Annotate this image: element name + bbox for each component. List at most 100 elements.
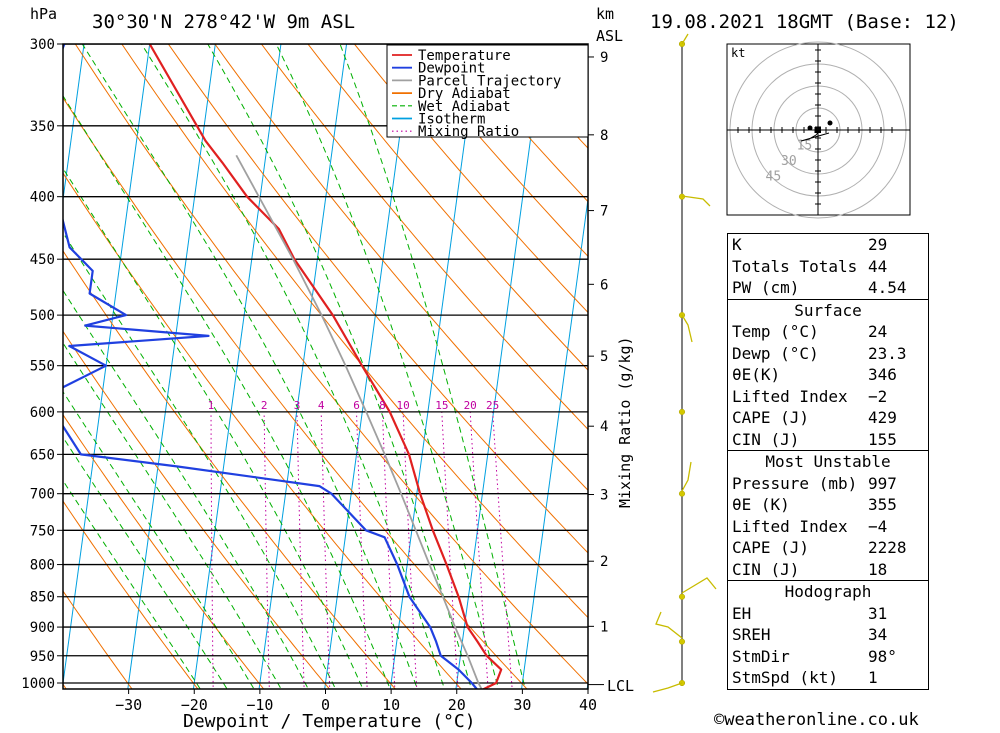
pressure-tick-label: 550 xyxy=(30,359,55,375)
wind-barb xyxy=(655,611,683,639)
pressure-axis: 300 350 400 450 500 550 600 650 700 750 800 850 900 9… xyxy=(21,37,63,692)
wind-profile xyxy=(652,33,717,693)
surface-index-value: 23.3 xyxy=(868,343,907,363)
wet-adiabat-line xyxy=(81,44,418,689)
hodograph-index-label: SREH xyxy=(732,625,771,644)
pressure-tick-label: 650 xyxy=(30,447,55,463)
surface-index-label: CAPE (J) xyxy=(732,408,810,427)
wet-adiabat-line xyxy=(63,289,309,689)
km-label: km xyxy=(596,5,614,23)
general-index-row: K 29 xyxy=(728,234,928,256)
km-tick-label: 2 xyxy=(600,554,608,570)
km-tick-label: 1 xyxy=(600,619,608,635)
wind-barb-station xyxy=(678,408,686,415)
dry-adiabat-line xyxy=(260,44,588,431)
hodograph-ring-label: 15 xyxy=(797,139,813,154)
wind-barb xyxy=(681,195,711,207)
surface-title: Surface xyxy=(794,300,862,320)
wet-adiabat-line xyxy=(63,342,282,689)
pressure-tick-label: 300 xyxy=(30,37,55,53)
km-tick-label: 7 xyxy=(600,204,608,220)
profile-temperature xyxy=(148,44,503,689)
hodograph-index-label: StmSpd (kt) xyxy=(732,668,838,687)
general-index-label: Totals Totals xyxy=(732,256,858,276)
hodograph-trace xyxy=(800,129,830,142)
most-unstable-index-value: 997 xyxy=(868,473,897,493)
km-tick-label: 9 xyxy=(600,50,608,66)
surface-index-row: CIN (J) 155 xyxy=(728,429,928,451)
surface-index-row: Lifted Index −2 xyxy=(728,386,928,408)
surface-index-label: Dewp (°C) xyxy=(732,343,819,363)
wind-barb-station xyxy=(678,638,686,645)
wet-adiabat-line xyxy=(207,44,473,689)
general-indices: K 29 Totals Totals 44 PW (cm) 4.54 xyxy=(728,234,928,299)
legend-label: Dry Adiabat xyxy=(418,86,511,102)
temperature-tick-label: −10 xyxy=(246,696,273,714)
dry-adiabat-line xyxy=(400,44,588,258)
mixing-ratio-tick-label: 4 xyxy=(318,399,325,412)
pressure-tick-label: 800 xyxy=(30,558,55,574)
dry-adiabat-line xyxy=(63,96,528,689)
dry-adiabat-line xyxy=(63,330,331,689)
hodograph-ring-label: 30 xyxy=(781,154,797,169)
hodograph-index-value: 98° xyxy=(868,646,897,666)
surface-index-row: θE(K) 346 xyxy=(728,364,928,386)
temperature-tick-label: −30 xyxy=(115,696,142,714)
general-index-value: 4.54 xyxy=(868,278,907,297)
mixing-ratio-line xyxy=(210,411,214,689)
most-unstable-index-label: Lifted Index xyxy=(732,516,848,536)
indices-table: K 29 Totals Totals 44 PW (cm) 4.54 Surface Te… xyxy=(727,233,929,690)
wind-barb xyxy=(681,33,689,45)
mixing-ratio-tick-label: 10 xyxy=(396,399,409,412)
storm-motion-marker xyxy=(815,127,821,133)
legend-label: Parcel Trajectory xyxy=(418,73,561,89)
dry-adiabat-line xyxy=(63,590,133,689)
dry-adiabat-line xyxy=(63,413,265,689)
most-unstable-index-row: CAPE (J) 2228 xyxy=(728,537,928,559)
dry-adiabat-line xyxy=(307,44,588,371)
pressure-tick-label: 700 xyxy=(30,487,55,503)
hodograph-index-row: EH 31 xyxy=(728,603,928,625)
isotherm-line xyxy=(127,44,216,689)
wind-barb xyxy=(681,577,717,594)
dry-adiabat-line xyxy=(63,250,396,689)
pressure-tick-label: 850 xyxy=(30,590,55,606)
surface-index-value: 346 xyxy=(868,365,897,384)
legend-label: Isotherm xyxy=(418,112,485,128)
surface-index-value: 24 xyxy=(868,322,888,341)
hodograph-index-value: 31 xyxy=(868,603,888,623)
hodograph-unit-label: kt xyxy=(731,46,745,60)
hodograph-point xyxy=(807,125,813,131)
most-unstable-index-row: Lifted Index −4 xyxy=(728,516,928,538)
general-index-row: Totals Totals 44 xyxy=(728,256,928,278)
surface-index-value: 155 xyxy=(868,429,897,449)
most-unstable-index-row: CIN (J) 18 xyxy=(728,559,928,581)
most-unstable-index-value: 18 xyxy=(868,559,888,579)
mixing-ratio-axis-label: Mixing Ratio (g/kg) xyxy=(616,336,634,508)
general-index-label: PW (cm) xyxy=(732,278,800,297)
surface-index-label: θE(K) xyxy=(732,365,781,384)
mixing-ratio-lines xyxy=(210,411,513,689)
hodograph-index-value: 1 xyxy=(868,668,878,687)
hodograph-index-row: StmDir 98° xyxy=(728,646,928,668)
pressure-tick-label: 500 xyxy=(30,308,55,324)
surface-index-label: CIN (J) xyxy=(732,429,800,449)
dry-adiabat-line xyxy=(63,172,462,689)
pressure-tick-label: 450 xyxy=(30,252,55,268)
surface-index-value: −2 xyxy=(868,386,888,406)
pressure-tick-label: 400 xyxy=(30,190,55,206)
pressure-tick-label: 950 xyxy=(30,649,55,665)
most-unstable-index-label: CIN (J) xyxy=(732,559,800,579)
surface-index-row: CAPE (J) 429 xyxy=(728,407,928,429)
surface-index-label: Lifted Index xyxy=(732,386,848,406)
mixing-ratio-line xyxy=(382,411,396,689)
mixing-ratio-line xyxy=(296,411,305,689)
legend-label: Wet Adiabat xyxy=(418,99,511,115)
most-unstable-indices: Most Unstable Pressure (mb) 997 θE (K) 355 L… xyxy=(728,450,928,580)
copyright-footer: ©weatheronline.co.uk xyxy=(714,710,919,730)
general-index-label: K xyxy=(732,235,742,254)
pressure-tick-label: 900 xyxy=(30,620,55,636)
dry-adiabat-line xyxy=(167,44,588,554)
wind-barb xyxy=(681,461,692,492)
